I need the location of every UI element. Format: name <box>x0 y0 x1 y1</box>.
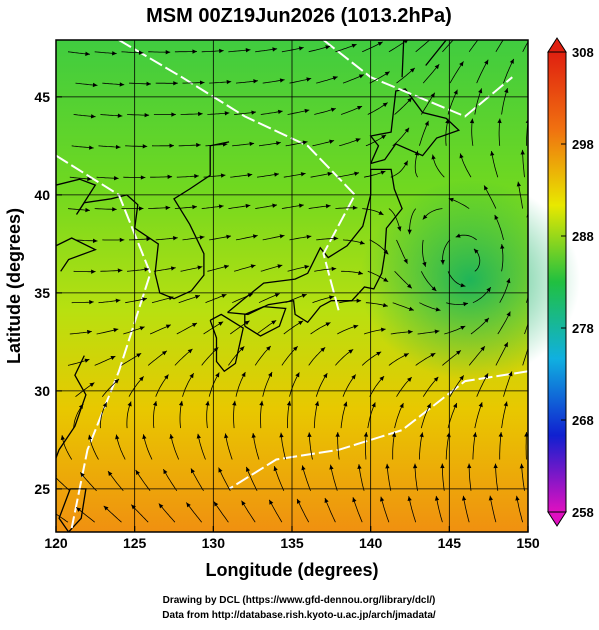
footer-line: Drawing by DCL (https://www.gfd-dennou.o… <box>163 595 436 606</box>
x-tick-label: 145 <box>438 535 462 551</box>
arrowhead <box>454 34 459 39</box>
x-tick-label: 125 <box>123 535 147 551</box>
streamline <box>530 370 536 397</box>
y-tick-label: 25 <box>34 481 50 497</box>
streamline <box>528 88 534 114</box>
chart-title: MSM 00Z19Jun2026 (1013.2hPa) <box>146 5 452 27</box>
y-tick-label: 35 <box>34 285 50 301</box>
y-tick-label: 40 <box>34 187 50 203</box>
x-tick-label: 150 <box>516 535 540 551</box>
colorbar-tick-label: 308 <box>572 45 594 60</box>
colorbar <box>548 52 566 512</box>
colorbar-tick-label: 278 <box>572 321 594 336</box>
streamline <box>528 401 531 428</box>
x-tick-label: 135 <box>280 535 304 551</box>
colorbar-max <box>548 38 566 52</box>
arrowhead <box>529 401 533 406</box>
x-tick-label: 120 <box>44 535 68 551</box>
colorbar-tick-label: 298 <box>572 137 594 152</box>
low-area <box>360 180 580 380</box>
colorbar-tick-label: 268 <box>572 413 594 428</box>
y-tick-label: 30 <box>34 383 50 399</box>
arrowhead <box>531 88 535 93</box>
colorbar-tick-label: 288 <box>572 229 594 244</box>
arrowhead <box>480 32 484 37</box>
arrowhead <box>536 59 540 64</box>
y-axis-label: Latitude (degrees) <box>4 208 24 364</box>
y-tick-label: 45 <box>34 89 50 105</box>
x-axis-label: Longitude (degrees) <box>205 560 378 580</box>
x-tick-label: 130 <box>202 535 226 551</box>
x-tick-label: 140 <box>359 535 383 551</box>
arrowhead <box>533 370 537 375</box>
colorbar-min <box>548 512 566 526</box>
colorbar-tick-label: 258 <box>572 505 594 520</box>
arrowhead <box>505 30 509 35</box>
arrowhead <box>49 509 54 513</box>
footer-line: Data from http://database.rish.kyoto-u.a… <box>162 610 436 621</box>
streamline <box>530 59 540 84</box>
arrowhead <box>531 30 535 35</box>
